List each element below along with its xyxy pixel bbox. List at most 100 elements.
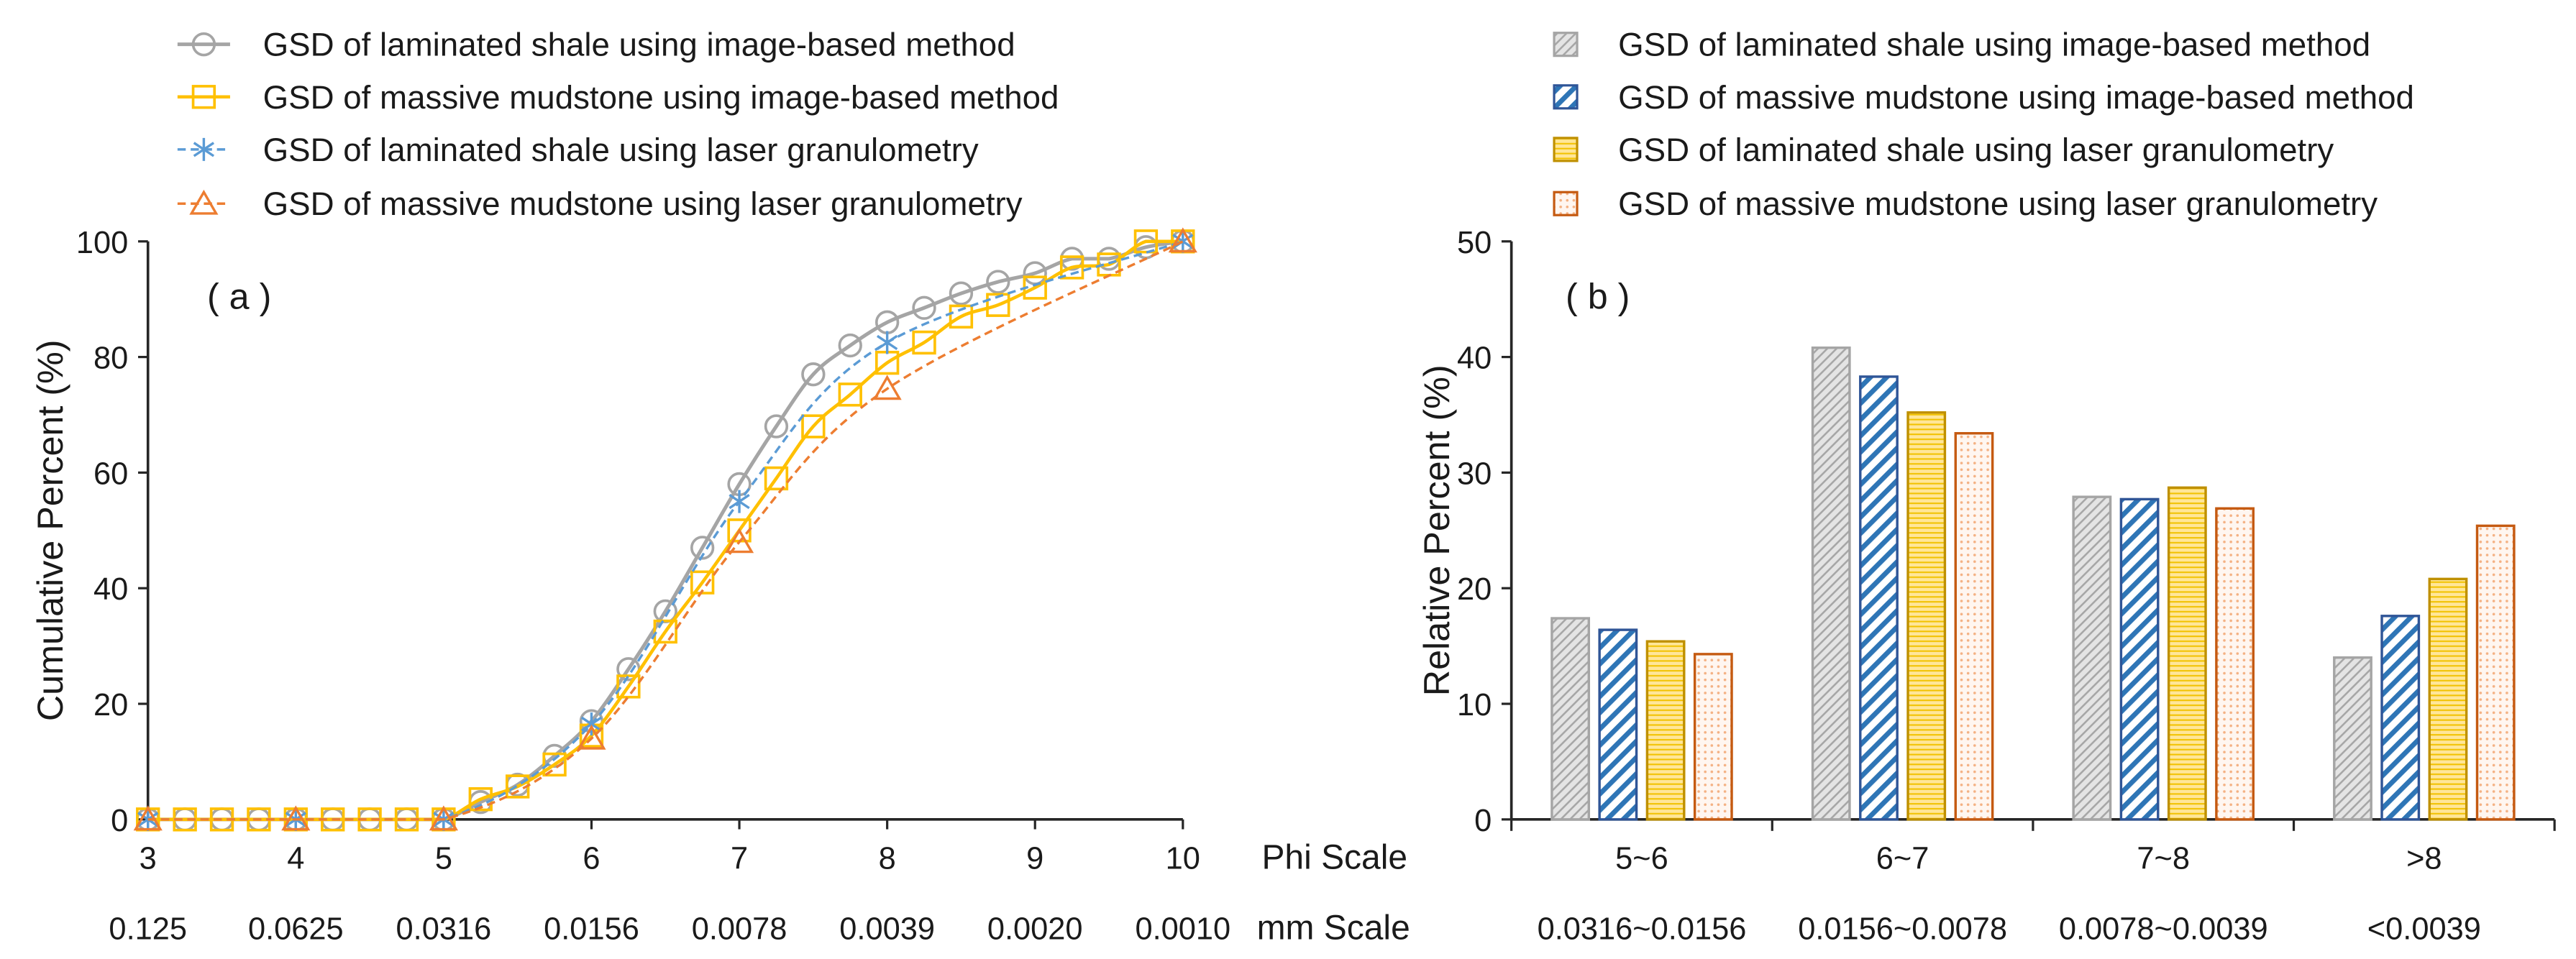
- chart-b-bar-series-3-category-1: [1645, 640, 1686, 821]
- chart-b-y-tick-label: 40: [1457, 341, 1492, 376]
- chart-a-series-2-point-22: [912, 330, 936, 355]
- chart-a-series-1-point-16: [690, 536, 715, 560]
- chart-b-y-axis-title: Relative Percent (%): [1417, 364, 1457, 696]
- chart-b-bar-series-4-category-3: [2215, 507, 2255, 821]
- chart-b-bar-series-1-category-3: [2072, 495, 2112, 821]
- chart-b-legend-item-2: GSD of massive mudstone using image-base…: [1553, 79, 2414, 116]
- chart-b-y-tick-label: 0: [1474, 804, 1492, 838]
- chart-a-mm-tick-label: 0.0156: [544, 912, 639, 947]
- chart-b-bar-series-4-category-4: [2475, 524, 2516, 821]
- chart-a-series-3-point-4: [580, 712, 603, 736]
- chart-b-bar-series-2-category-3: [2119, 497, 2160, 821]
- chart-b-series-3: [1645, 411, 2468, 821]
- chart-b-bar-series-3-category-2: [1906, 411, 1947, 821]
- chart-b-bar-series-3-category-3: [2167, 486, 2207, 821]
- chart-a-series-4-point-4: [577, 724, 606, 750]
- chart-a-series-4-line: [147, 240, 1184, 821]
- chart-a-mm-tick-label: 0.0020: [987, 912, 1083, 947]
- chart-a-series-4-point-7: [1168, 227, 1197, 253]
- chart-a-mm-tick-label: 0.0316: [396, 912, 492, 947]
- chart-a-legend-item-2: GSD of massive mudstone using image-base…: [177, 79, 1059, 116]
- chart-b-category-label: 6~7: [1876, 841, 1929, 876]
- chart-a-series-2-point-24: [986, 293, 1010, 317]
- chart-a-series-4-point-1: [133, 805, 163, 831]
- chart-a-legend-square-marker: [191, 85, 216, 109]
- chart-a-series-3-point-5: [729, 490, 750, 513]
- chart-a-y-tick-label: 0: [111, 804, 128, 838]
- chart-a-series-4-point-6: [872, 375, 902, 400]
- chart-a-legend-label: GSD of massive mudstone using laser gran…: [263, 185, 1023, 222]
- chart-b-legend-swatch: [1553, 137, 1579, 162]
- chart-a-series-1-point-23: [949, 281, 974, 306]
- chart-a-series-4: [133, 227, 1197, 831]
- chart-b-bar-series-4-category-2: [1954, 432, 1994, 821]
- chart-b-legend-label: GSD of laminated shale using laser granu…: [1618, 132, 2334, 168]
- chart-b-series-2: [1598, 375, 2421, 821]
- chart-a-series-2-point-23: [949, 304, 974, 329]
- chart-a-phi-tick-label: 5: [435, 841, 452, 876]
- chart-b-bar-series-1-category-4: [2333, 656, 2372, 821]
- chart-b-y-tick-label: 20: [1457, 572, 1492, 607]
- chart-a-series-1-point-18: [764, 414, 789, 439]
- chart-a-legend-item-3: GSD of laminated shale using laser granu…: [177, 132, 979, 168]
- chart-b-legend-item-4: GSD of massive mudstone using laser gran…: [1553, 185, 2378, 222]
- chart-b-mm-category-label: 0.0078~0.0039: [2059, 912, 2268, 947]
- chart-b-category-label: 5~6: [1615, 841, 1668, 876]
- chart-a-phi-tick-label: 7: [731, 841, 748, 876]
- chart-b-y-tick-label: 10: [1457, 688, 1492, 722]
- chart-b-bar-series-1-category-1: [1550, 617, 1591, 821]
- chart-b-panel-label: ( b ): [1566, 276, 1630, 316]
- chart-b-bar-series-4-category-1: [1693, 653, 1733, 821]
- chart-a-series-2-point-20: [838, 382, 862, 407]
- chart-a-mm-scale-title: mm Scale: [1257, 909, 1410, 947]
- chart-a-mm-tick-label: 0.0010: [1135, 912, 1230, 947]
- chart-a-legend-label: GSD of laminated shale using image-based…: [263, 27, 1015, 63]
- chart-a-series-4-point-5: [724, 528, 754, 554]
- chart-a-legend-item-4: GSD of massive mudstone using laser gran…: [177, 185, 1023, 222]
- chart-a-series-1-point-24: [986, 270, 1010, 294]
- chart-a-phi-tick-label: 4: [287, 841, 304, 876]
- chart-b-mm-category-label: 0.0156~0.0078: [1798, 912, 2007, 947]
- chart-a-y-tick-label: 40: [93, 572, 128, 607]
- chart-b-bar-series-3-category-4: [2428, 577, 2468, 821]
- chart-a-legend-triangle-marker: [189, 189, 219, 215]
- chart-a-mm-tick-label: 0.125: [109, 912, 187, 947]
- chart-b-legend-label: GSD of laminated shale using image-based…: [1618, 27, 2370, 63]
- chart-b-series-1: [1550, 347, 2372, 821]
- chart-a-phi-tick-label: 9: [1026, 841, 1043, 876]
- chart-a-series-2-point-16: [690, 570, 715, 595]
- chart-a-series-2-point-26: [1059, 255, 1084, 280]
- chart-b-legend-item-3: GSD of laminated shale using laser granu…: [1553, 132, 2334, 168]
- chart-a-y-tick-label: 80: [93, 341, 128, 376]
- chart-a-panel-label: ( a ): [207, 276, 271, 316]
- chart-a-legend-circle-marker: [191, 32, 216, 57]
- chart-b-legend-item-1: GSD of laminated shale using image-based…: [1553, 27, 2370, 63]
- chart-a-phi-tick-label: 3: [140, 841, 157, 876]
- chart-a-series-2-point-14: [616, 674, 641, 699]
- chart-a-series-3-point-6: [876, 331, 898, 354]
- chart-a-series-2-point-19: [801, 414, 826, 439]
- chart-a-series-2-point-28: [1133, 229, 1159, 254]
- chart-b-legend-swatch: [1553, 32, 1579, 58]
- chart-b-y-tick-label: 30: [1457, 456, 1492, 491]
- chart-a-legend-item-1: GSD of laminated shale using image-based…: [177, 27, 1015, 63]
- chart-b-y-tick-label: 50: [1457, 226, 1492, 260]
- chart-a-series-2-point-12: [542, 752, 567, 777]
- chart-a-legend-label: GSD of laminated shale using laser granu…: [263, 132, 979, 168]
- chart-b-category-label: >8: [2406, 841, 2442, 876]
- chart-a-mm-tick-label: 0.0078: [692, 912, 787, 947]
- chart-b-legend-label: GSD of massive mudstone using image-base…: [1618, 79, 2414, 116]
- chart-a-phi-tick-label: 6: [583, 841, 600, 876]
- chart-b-mm-category-label: <0.0039: [2367, 912, 2481, 947]
- chart-a-series-4-point-3: [429, 805, 458, 831]
- chart-a-legend-asterisk-marker: [193, 137, 215, 161]
- chart-a-mm-tick-label: 0.0625: [248, 912, 344, 947]
- chart-b-category-label: 7~8: [2137, 841, 2190, 876]
- chart-b-legend-label: GSD of massive mudstone using laser gran…: [1618, 185, 2378, 222]
- chart-a-series-4-point-2: [281, 805, 311, 831]
- chart-a-y-tick-label: 60: [93, 456, 128, 491]
- chart-b-bar-series-2-category-1: [1598, 628, 1638, 821]
- chart-b-bar-series-2-category-2: [1859, 375, 1899, 821]
- chart-b-bar-series-1-category-2: [1811, 347, 1851, 821]
